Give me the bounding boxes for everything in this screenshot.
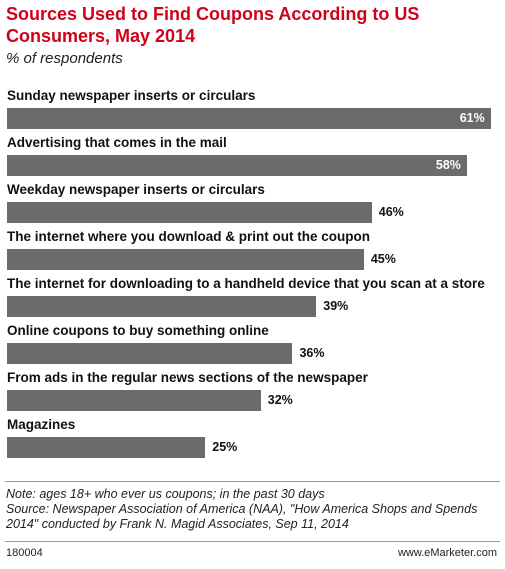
bar-row: 25% xyxy=(7,437,499,458)
category-label: The internet for downloading to a handhe… xyxy=(7,276,485,291)
bar xyxy=(7,202,372,223)
divider xyxy=(5,541,500,542)
value-label: 46% xyxy=(378,205,404,219)
divider xyxy=(5,481,500,482)
category-label: From ads in the regular news sections of… xyxy=(7,370,368,385)
bar xyxy=(7,296,317,317)
bar-row: 46% xyxy=(7,202,499,223)
bar xyxy=(7,155,467,176)
chart-subtitle: % of respondents xyxy=(6,50,123,67)
bar-row: 32% xyxy=(7,390,499,411)
category-label: Weekday newspaper inserts or circulars xyxy=(7,182,265,197)
bar xyxy=(7,343,293,364)
bar-group: Sunday newspaper inserts or circulars 61% xyxy=(7,88,499,129)
bar xyxy=(7,249,364,270)
bar-row: 45% xyxy=(7,249,499,270)
bar-group: Magazines 25% xyxy=(7,417,499,458)
category-label: Advertising that comes in the mail xyxy=(7,135,227,150)
value-label: 36% xyxy=(299,346,325,360)
value-label: 32% xyxy=(267,393,293,407)
source: Source: Newspaper Association of America… xyxy=(6,502,478,531)
value-label: 58% xyxy=(435,158,461,172)
value-label: 61% xyxy=(459,111,485,125)
note: Note: ages 18+ who ever us coupons; in t… xyxy=(6,487,325,501)
category-label: Sunday newspaper inserts or circulars xyxy=(7,88,256,103)
chart-id: 180004 xyxy=(6,547,43,559)
bar-group: Weekday newspaper inserts or circulars 46… xyxy=(7,182,499,223)
category-label: The internet where you download & print … xyxy=(7,229,370,244)
bar-row: 36% xyxy=(7,343,499,364)
bar-group: Online coupons to buy something online 36… xyxy=(7,323,499,364)
plot: Sunday newspaper inserts or circulars 61%… xyxy=(7,88,499,464)
bar-row: 61% xyxy=(7,108,499,129)
bar-group: The internet for downloading to a handhe… xyxy=(7,276,499,317)
value-label: 39% xyxy=(323,299,349,313)
bar xyxy=(7,108,491,129)
bar-group: From ads in the regular news sections of… xyxy=(7,370,499,411)
website: www.eMarketer.com xyxy=(397,547,497,559)
bar-row: 58% xyxy=(7,155,499,176)
category-label: Online coupons to buy something online xyxy=(7,323,269,338)
bar-row: 39% xyxy=(7,296,499,317)
bar xyxy=(7,437,206,458)
value-label: 45% xyxy=(370,252,396,266)
bar-group: Advertising that comes in the mail 58% xyxy=(7,135,499,176)
category-label: Magazines xyxy=(7,417,76,432)
bar-group: The internet where you download & print … xyxy=(7,229,499,270)
chart-title: Sources Used to Find Coupons According t… xyxy=(6,4,420,46)
notes: Note: ages 18+ who ever us coupons; in t… xyxy=(6,487,496,532)
bar xyxy=(7,390,261,411)
value-label: 25% xyxy=(212,440,238,454)
